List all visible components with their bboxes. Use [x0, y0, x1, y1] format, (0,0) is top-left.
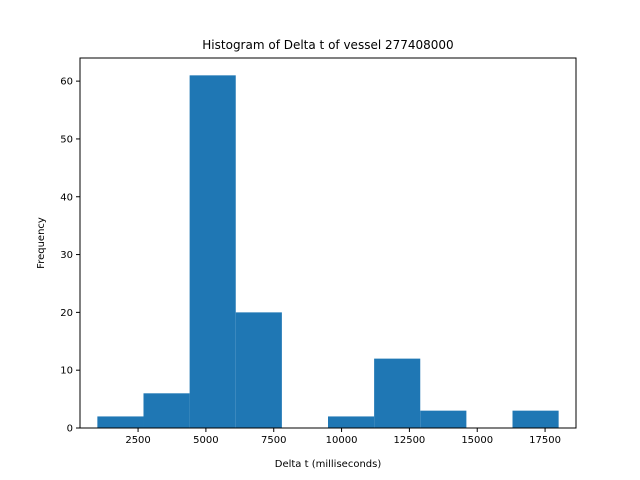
x-tick-label: 17500 — [529, 435, 561, 446]
x-tick-label: 2500 — [125, 435, 150, 446]
x-axis: 2500 5000 7500 10000 12500 15000 17500 — [125, 428, 561, 446]
y-tick-label: 30 — [60, 250, 73, 261]
histogram-bar — [97, 416, 144, 428]
y-tick-label: 0 — [67, 424, 73, 435]
x-tick-label: 15000 — [461, 435, 493, 446]
chart-title: Histogram of Delta t of vessel 277408000 — [202, 38, 453, 52]
x-axis-label: Delta t (milliseconds) — [275, 459, 382, 470]
plot-frame — [79, 57, 577, 429]
y-tick-label: 20 — [60, 308, 73, 319]
histogram-bar — [143, 393, 190, 428]
histogram-bar — [512, 410, 559, 428]
y-tick-label: 50 — [60, 134, 73, 145]
x-tick-label: 12500 — [393, 435, 425, 446]
y-axis-label: Frequency — [36, 217, 47, 269]
bars-group — [97, 75, 559, 428]
x-tick-label: 10000 — [326, 435, 358, 446]
histogram-bar — [374, 358, 421, 428]
histogram-bar — [235, 312, 282, 428]
y-tick-label: 10 — [60, 366, 73, 377]
histogram-bar — [189, 75, 236, 428]
x-tick-label: 5000 — [193, 435, 218, 446]
y-tick-label: 40 — [60, 192, 73, 203]
histogram-bar — [420, 410, 467, 428]
histogram-bar — [328, 416, 375, 428]
y-axis: 0 10 20 30 40 50 60 — [60, 77, 80, 435]
x-tick-label: 7500 — [261, 435, 286, 446]
y-tick-label: 60 — [60, 77, 73, 88]
